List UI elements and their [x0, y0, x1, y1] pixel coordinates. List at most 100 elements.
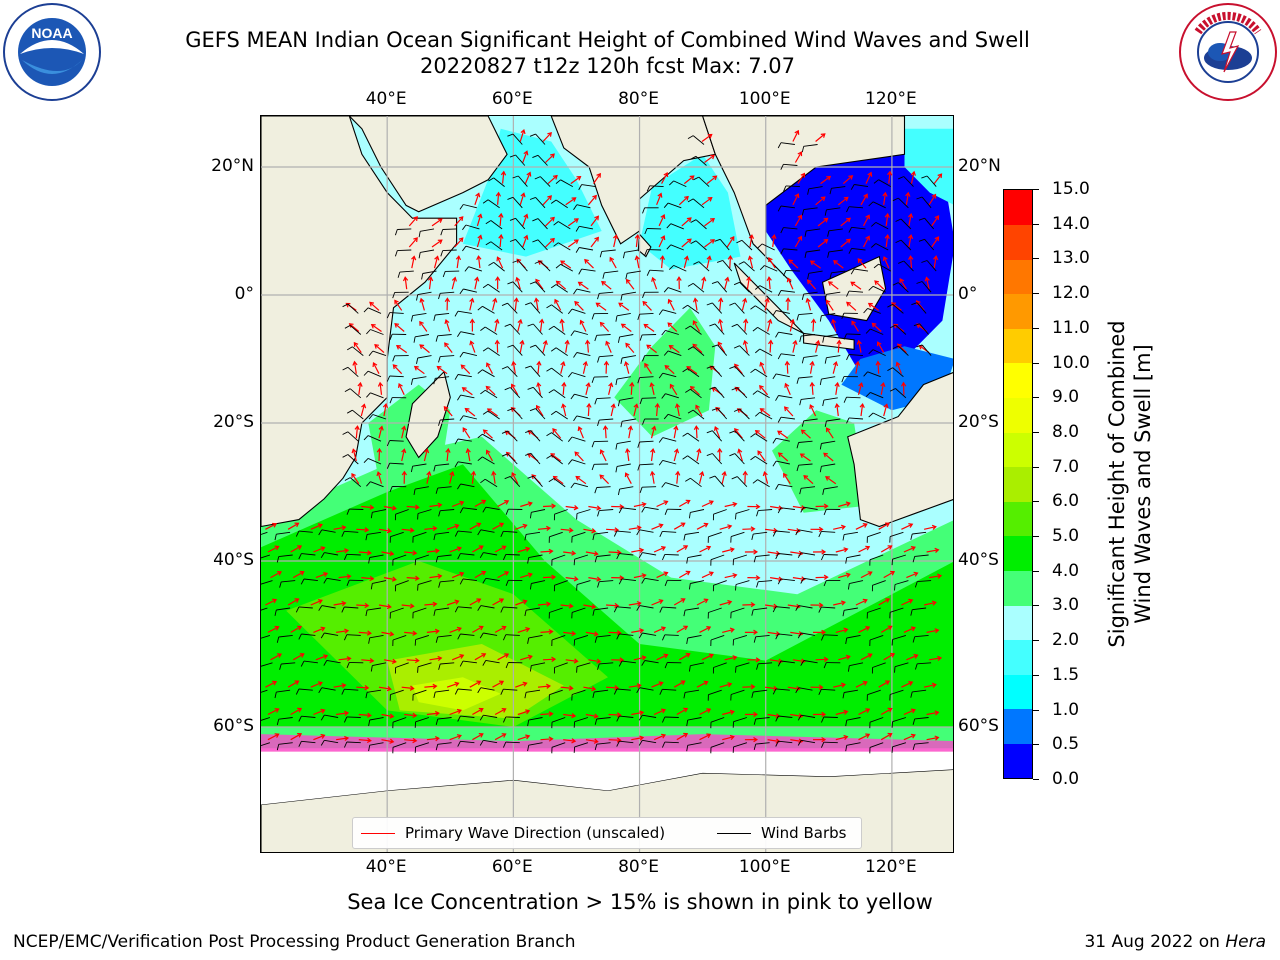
wave-arrow-69 [634, 233, 640, 248]
wave-arrow-179 [851, 320, 860, 332]
wave-arrow-45 [522, 213, 529, 227]
wave-arrow-326 [470, 470, 477, 484]
wave-arrow-17 [797, 172, 806, 184]
colorbar-tick-label: 1.0 [1052, 699, 1080, 720]
wind-barb-460 [365, 607, 382, 617]
land-africa [261, 116, 458, 528]
wave-arrow-54 [840, 217, 851, 227]
wind-barb-30 [642, 207, 659, 214]
wind-barb-334 [639, 486, 657, 494]
wind-barb-634 [912, 742, 929, 751]
wave-arrow-162 [469, 318, 476, 332]
wave-arrow-256 [900, 381, 907, 395]
wave-arrow-56 [884, 212, 890, 226]
wave-arrow-10 [524, 171, 532, 184]
wind-barb-378 [548, 531, 563, 543]
colorbar-tick-mark [1033, 570, 1039, 572]
wind-barb-529 [576, 662, 591, 673]
wind-barb-400 [368, 554, 384, 564]
wave-arrow-392 [878, 522, 891, 530]
wind-barb-32 [687, 198, 705, 209]
lat-label-left-2: 20°S [213, 412, 254, 432]
wind-barb-149 [750, 305, 768, 314]
wave-arrow-205 [856, 339, 862, 353]
wind-barb-62 [462, 245, 480, 252]
wave-arrow-620 [608, 737, 622, 743]
wave-arrow-219 [582, 360, 588, 374]
wind-barb-397 [298, 553, 316, 560]
wind-barb-409 [573, 554, 589, 566]
colorbar-tick-mark [1033, 327, 1039, 329]
colorbar-segment-4 [1004, 605, 1032, 641]
wind-barb-207 [892, 345, 909, 356]
wind-barb-240 [527, 386, 543, 399]
wave-arrow-140 [554, 298, 562, 311]
wind-barb-313 [658, 459, 677, 466]
wave-arrow-115 [577, 281, 589, 290]
wind-barb-59 [394, 249, 412, 257]
wave-arrow-498 [563, 630, 577, 637]
wave-arrow-258 [382, 402, 389, 417]
wave-arrow-276 [834, 402, 840, 417]
wind-barb-630 [820, 741, 838, 748]
wind-barb-622 [638, 739, 657, 746]
wave-arrow-499 [585, 631, 599, 637]
wind-barb-217 [525, 365, 541, 377]
colorbar-tick-mark [1033, 674, 1039, 676]
wind-barb-515 [261, 662, 273, 667]
wave-arrow-318 [777, 452, 789, 462]
wind-barb-105 [898, 260, 914, 272]
wave-arrow-174 [743, 318, 749, 332]
wind-barb-599 [797, 714, 816, 721]
wave-arrow-426 [292, 570, 305, 579]
wave-arrow-82 [931, 236, 940, 248]
wave-arrow-0 [519, 129, 526, 142]
wave-arrow-314 [696, 448, 702, 462]
wind-barb-4 [801, 144, 818, 153]
wave-arrow-126 [827, 281, 839, 290]
wave-arrow-137 [491, 297, 498, 311]
wind-barb-612 [414, 742, 430, 753]
wave-arrow-612 [426, 736, 440, 742]
wave-arrow-32 [701, 197, 713, 206]
wave-arrow-348 [474, 499, 487, 508]
wave-arrow-605 [267, 733, 280, 741]
wind-barb-257 [346, 409, 364, 420]
wave-arrow-30 [656, 192, 663, 206]
wave-arrow-13 [593, 172, 601, 184]
wave-arrow-550 [378, 686, 392, 692]
wind-barb-459 [341, 606, 359, 613]
wave-arrow-502 [653, 626, 667, 633]
wind-barb-506 [732, 634, 748, 646]
wave-arrow-513 [903, 626, 916, 633]
wind-barb-372 [412, 531, 427, 543]
colorbar-tick-mark [1033, 189, 1039, 190]
wind-barb-34 [801, 207, 818, 216]
wind-barb-291 [658, 437, 677, 443]
wave-arrow-46 [545, 216, 555, 227]
wind-barb-26 [507, 196, 523, 209]
wind-barb-148 [729, 302, 745, 314]
wind-barb-15 [668, 180, 687, 188]
wind-barb-275 [801, 418, 818, 427]
wave-arrow-73 [726, 235, 735, 248]
wind-barb-141 [567, 308, 586, 315]
wave-arrow-582 [426, 710, 440, 717]
wave-arrow-462 [424, 601, 438, 607]
wave-arrow-38 [905, 191, 911, 205]
wave-arrow-259 [443, 405, 453, 417]
wind-barb-160 [413, 334, 429, 343]
wave-arrow-231 [854, 360, 861, 374]
wind-barb-628 [775, 740, 793, 747]
wind-barb-323 [389, 486, 407, 493]
wave-arrow-291 [673, 425, 679, 439]
wave-arrow-453 [906, 571, 919, 579]
wave-arrow-264 [561, 403, 567, 417]
wave-arrow-139 [533, 297, 540, 311]
wave-arrow-379 [583, 528, 597, 534]
wave-arrow-39 [928, 193, 937, 206]
wave-arrow-86 [476, 255, 482, 269]
wind-barb-55 [848, 226, 866, 233]
wave-arrow-60 [431, 239, 443, 248]
wind-barb-287 [567, 436, 586, 442]
